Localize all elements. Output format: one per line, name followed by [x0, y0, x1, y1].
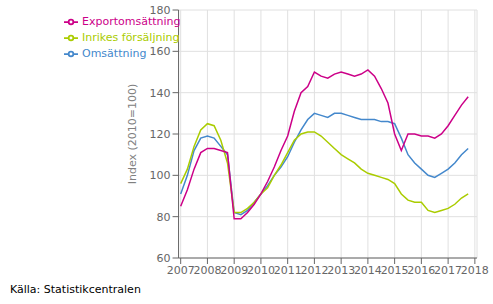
html-text:Omsättning: Omsättning: [82, 47, 147, 60]
svg-text:2010: 2010: [247, 264, 275, 277]
svg-text:60: 60: [157, 252, 171, 265]
svg-text:Index (2010=100): Index (2010=100): [126, 84, 139, 185]
svg-text:2015: 2015: [381, 264, 409, 277]
svg-text:2009: 2009: [220, 264, 248, 277]
svg-text:100: 100: [150, 169, 171, 182]
svg-text:2018: 2018: [461, 264, 485, 277]
svg-text:2017: 2017: [434, 264, 462, 277]
html-text:Inrikes försäljning: Inrikes försäljning: [82, 31, 180, 44]
svg-text:140: 140: [150, 87, 171, 100]
svg-text:2014: 2014: [354, 264, 382, 277]
svg-text:80: 80: [157, 211, 171, 224]
svg-text:160: 160: [150, 45, 171, 58]
svg-text:2007: 2007: [167, 264, 195, 277]
html-text:Exportomsättning: Exportomsättning: [82, 15, 181, 28]
svg-text:2011: 2011: [274, 264, 302, 277]
svg-text:2013: 2013: [327, 264, 355, 277]
svg-text:120: 120: [150, 128, 171, 141]
svg-text:2008: 2008: [193, 264, 221, 277]
html-text:Källa: Statistikcentralen: Källa: Statistikcentralen: [10, 283, 141, 296]
svg-text:2016: 2016: [407, 264, 435, 277]
svg-text:180: 180: [150, 4, 171, 17]
svg-text:2012: 2012: [300, 264, 328, 277]
